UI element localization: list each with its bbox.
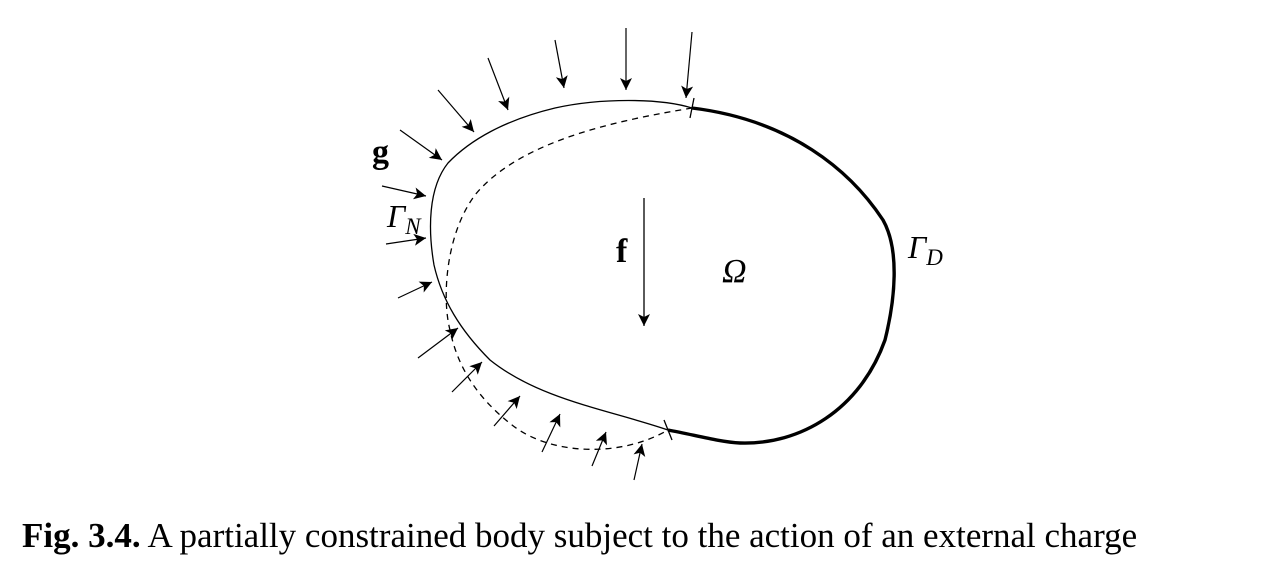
caption-number: Fig. 3.4.	[22, 516, 141, 555]
gamma-d-main: Γ	[907, 229, 928, 265]
label-gamma-d: ΓD	[907, 229, 943, 270]
figure-diagram: g f Ω ΓN ΓD	[372, 28, 943, 481]
label-f: f	[616, 233, 628, 270]
load-arrow	[437, 89, 475, 133]
load-arrow	[493, 395, 521, 427]
load-arrow	[397, 281, 433, 299]
load-arrow	[385, 233, 427, 246]
deformed-boundary	[445, 107, 693, 450]
load-arrow	[399, 129, 443, 161]
load-arrow	[681, 31, 694, 99]
gamma-n-subscript: N	[404, 214, 422, 239]
load-arrow	[417, 327, 459, 359]
gamma-n-boundary	[429, 99, 693, 431]
gamma-n-main: Γ	[386, 198, 407, 234]
gamma-d-boundary	[667, 106, 896, 445]
surface-load-arrows	[381, 28, 694, 481]
label-gamma-n: ΓN	[386, 198, 422, 239]
boundary-tick-bottom	[663, 419, 673, 441]
load-arrow	[633, 443, 646, 481]
label-g: g	[372, 134, 389, 171]
load-arrow	[554, 39, 568, 89]
load-arrow	[591, 431, 607, 467]
gamma-d-subscript: D	[925, 245, 943, 270]
figure-caption: Fig. 3.4. A partially constrained body s…	[22, 516, 1288, 556]
load-arrow	[451, 361, 483, 393]
label-omega: Ω	[722, 253, 747, 290]
caption-text: A partially constrained body subject to …	[147, 516, 1138, 555]
load-arrow	[541, 413, 561, 453]
boundary-tick-top	[689, 97, 695, 119]
load-arrow	[487, 57, 510, 111]
load-arrow	[381, 185, 427, 200]
